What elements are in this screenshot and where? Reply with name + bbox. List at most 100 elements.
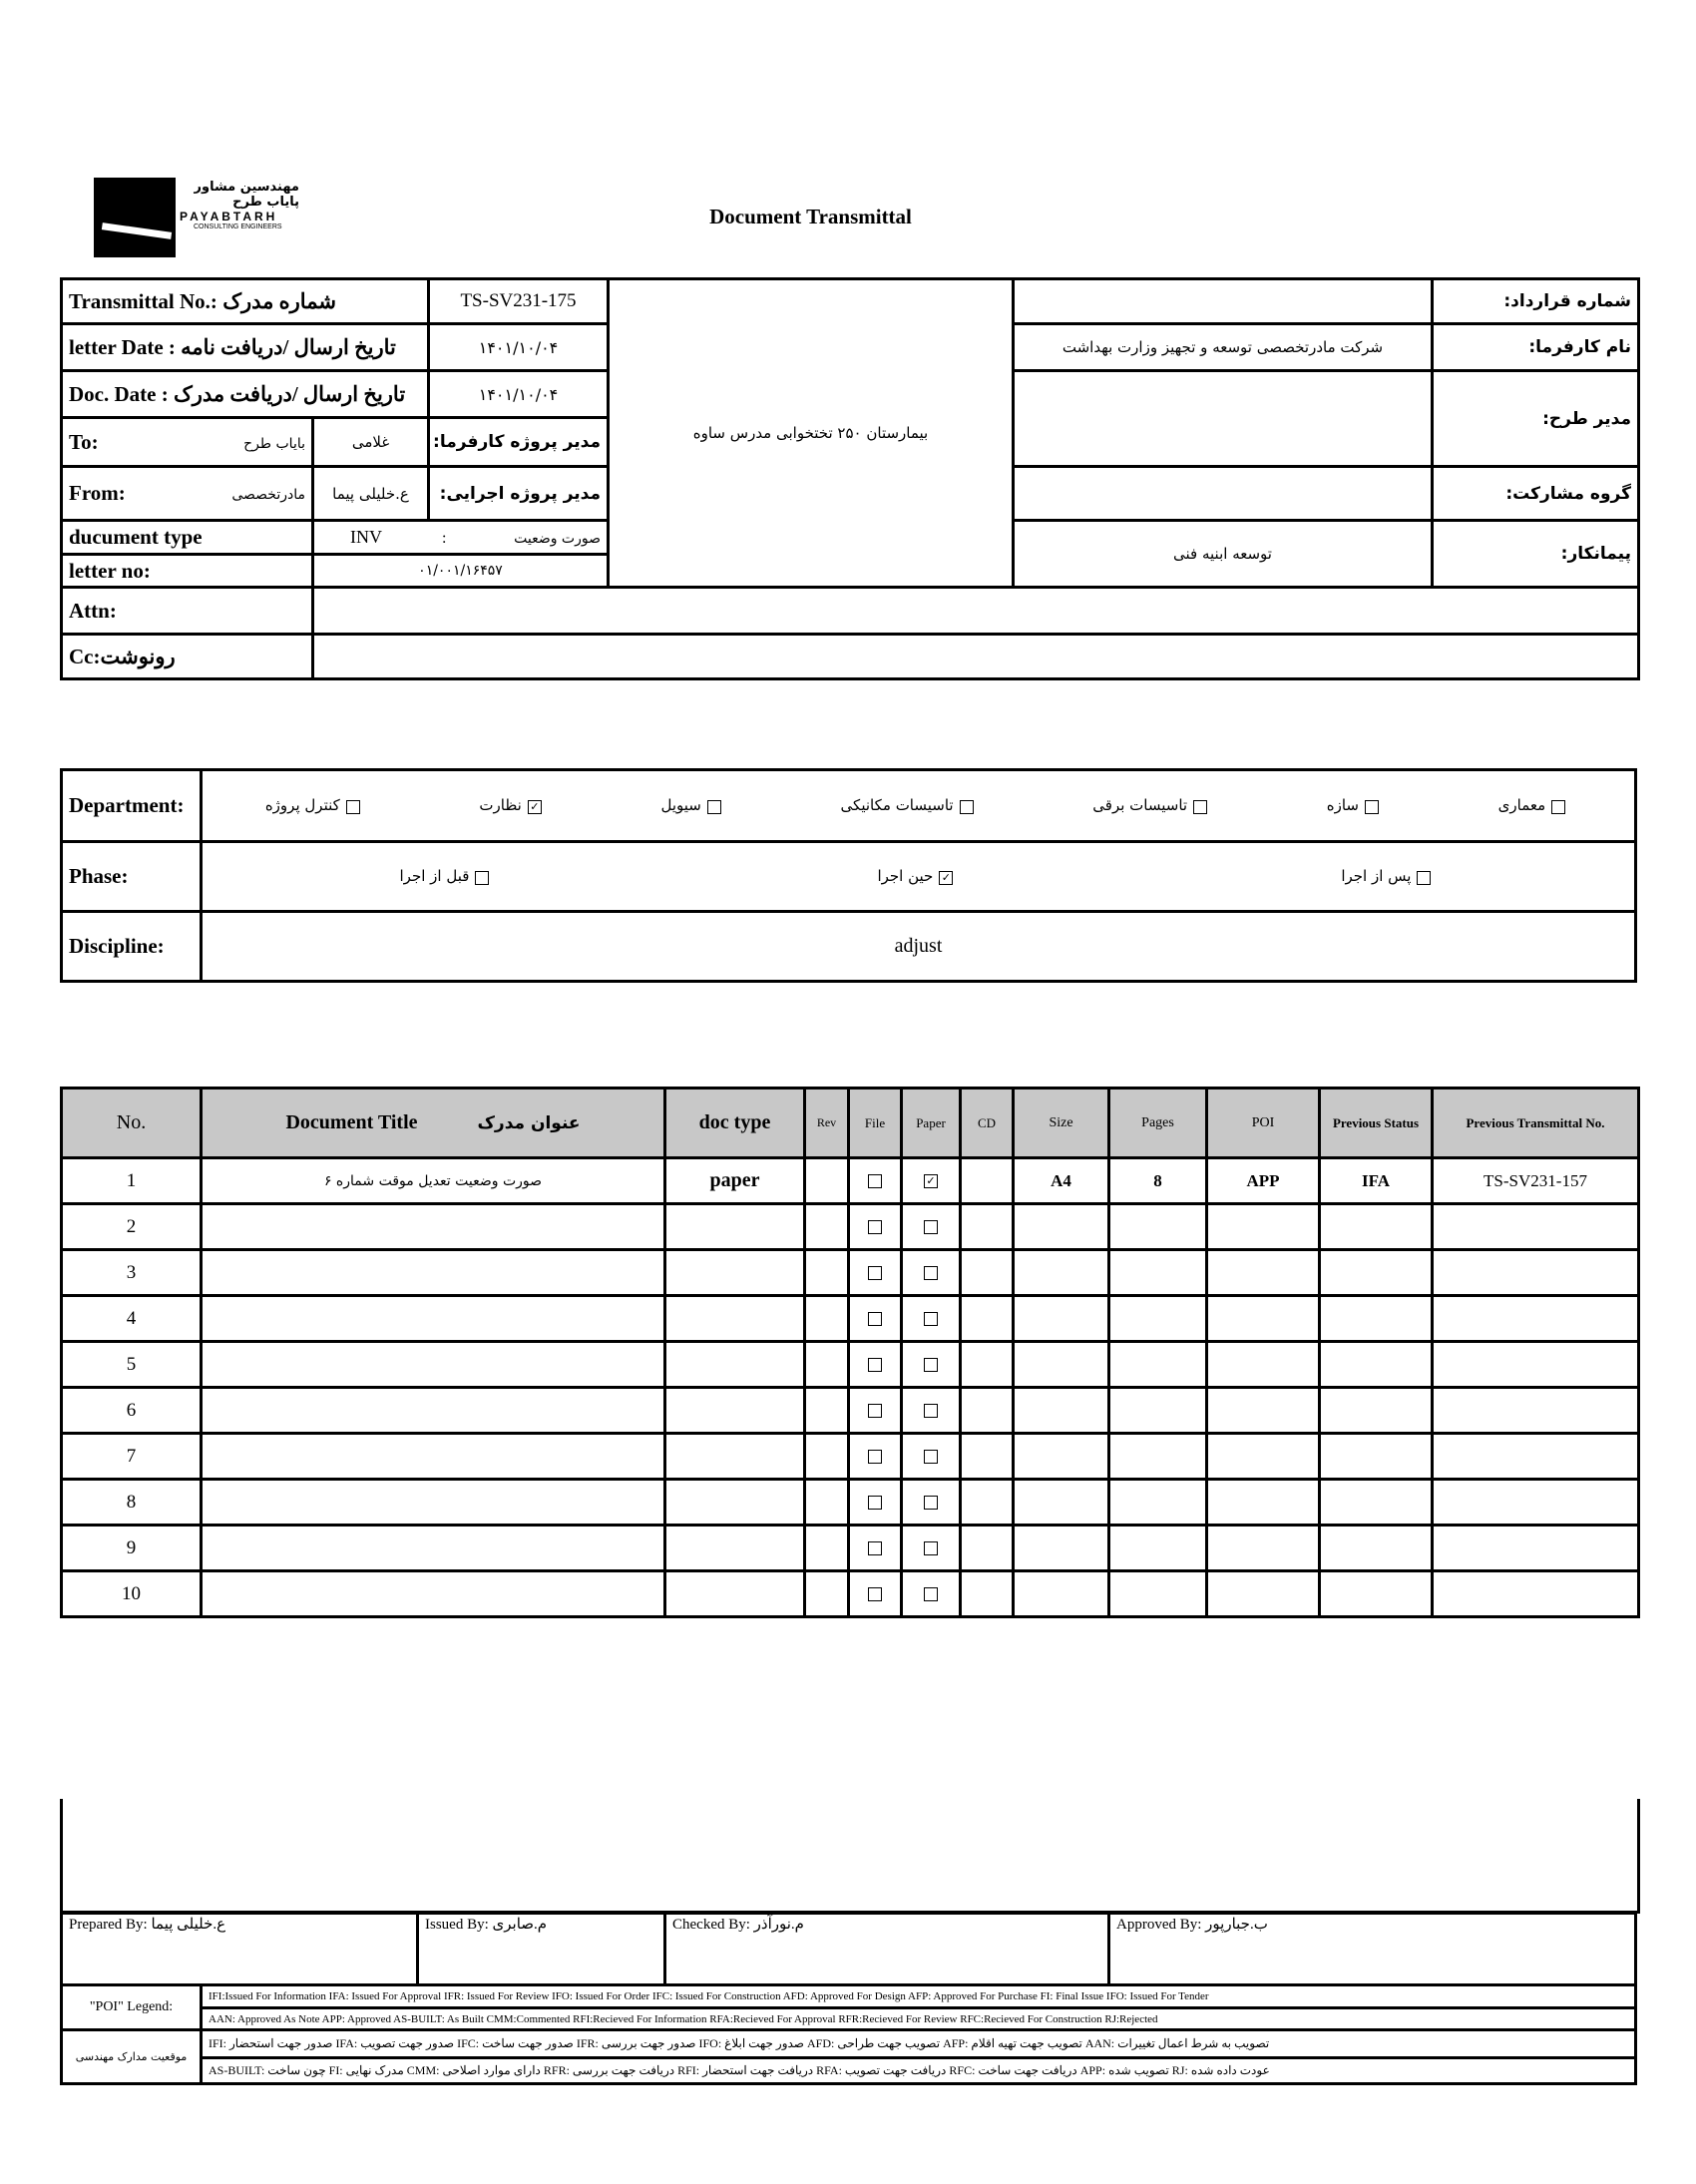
client-label: نام کارفرما:	[1431, 322, 1640, 372]
row-file[interactable]	[847, 1432, 903, 1481]
legend-table: "POI" Legend: IFI:Issued For Information…	[60, 1983, 1637, 2085]
checkbox-option[interactable]: سیویل	[661, 796, 727, 815]
row-paper[interactable]	[900, 1478, 962, 1527]
checkbox-icon[interactable]	[924, 1311, 938, 1326]
row-doctype	[663, 1202, 806, 1251]
row-paper[interactable]	[900, 1386, 962, 1435]
checkbox-icon[interactable]	[924, 1219, 938, 1234]
row-cd	[959, 1569, 1015, 1618]
status-legend-label: موقعیت مدارک مهندسی	[60, 2028, 203, 2085]
checked-checkbox-icon[interactable]: ✓	[527, 799, 542, 814]
checkbox-option[interactable]: پس از اجرا	[1341, 867, 1437, 886]
row-cd	[959, 1478, 1015, 1527]
row-cd	[959, 1386, 1015, 1435]
row-doctype	[663, 1340, 806, 1389]
checkbox-icon[interactable]	[475, 870, 490, 885]
row-paper[interactable]	[900, 1432, 962, 1481]
checkbox-icon[interactable]	[924, 1586, 938, 1601]
row-prev-status	[1318, 1524, 1434, 1572]
checkbox-icon[interactable]	[345, 799, 360, 814]
checkbox-icon[interactable]	[868, 1173, 882, 1188]
row-file[interactable]	[847, 1569, 903, 1618]
checkbox-option[interactable]: کنترل پروژه	[265, 796, 366, 815]
checkbox-icon[interactable]	[868, 1219, 882, 1234]
row-no: 10	[60, 1569, 203, 1618]
row-prev-status	[1318, 1432, 1434, 1481]
row-paper[interactable]	[900, 1202, 962, 1251]
option-label: کنترل پروژه	[264, 796, 340, 814]
checkbox-option[interactable]: تاسیسات مکانیکی	[841, 796, 980, 815]
status-legend-line2: AS-BUILT: چون ساخت FI: مدرک نهایی CMM: د…	[200, 2056, 1637, 2085]
checkbox-icon[interactable]	[1193, 799, 1208, 814]
checkbox-icon[interactable]	[868, 1357, 882, 1372]
option-label: سیویل	[660, 796, 701, 814]
option-label: قبل از اجرا	[399, 867, 470, 885]
attn-field[interactable]	[311, 586, 1640, 636]
option-label: پس از اجرا	[1341, 867, 1412, 885]
row-paper[interactable]	[900, 1569, 962, 1618]
checkbox-option[interactable]: سازه	[1327, 796, 1385, 815]
checkbox-icon[interactable]	[924, 1403, 938, 1418]
checkbox-icon[interactable]	[1417, 870, 1432, 885]
checkbox-icon[interactable]	[868, 1495, 882, 1510]
row-prev-no	[1431, 1524, 1640, 1572]
row-paper[interactable]	[900, 1248, 962, 1297]
checkbox-icon[interactable]	[1364, 799, 1379, 814]
checkbox-icon[interactable]	[868, 1265, 882, 1280]
row-file[interactable]	[847, 1248, 903, 1297]
row-paper[interactable]	[900, 1294, 962, 1343]
checkbox-icon[interactable]	[1551, 799, 1566, 814]
row-prev-no	[1431, 1478, 1640, 1527]
checkbox-icon[interactable]	[868, 1586, 882, 1601]
poi-legend-label: "POI" Legend:	[60, 1983, 203, 2031]
row-file[interactable]	[847, 1202, 903, 1251]
checkbox-icon[interactable]	[706, 799, 721, 814]
transmittal-no-value: TS-SV231-175	[427, 277, 610, 325]
row-poi: APP	[1205, 1156, 1321, 1205]
checkbox-icon[interactable]	[868, 1449, 882, 1464]
logo-en-text: PAYABTARH	[180, 210, 278, 223]
checked-checkbox-icon[interactable]: ✓	[924, 1173, 938, 1188]
checkbox-icon[interactable]	[924, 1449, 938, 1464]
checkbox-icon[interactable]	[959, 799, 974, 814]
checkbox-icon[interactable]	[868, 1540, 882, 1555]
row-rev	[803, 1386, 850, 1435]
checkbox-option[interactable]: قبل از اجرا	[400, 867, 496, 886]
checkbox-icon[interactable]	[868, 1403, 882, 1418]
row-paper[interactable]	[900, 1524, 962, 1572]
checked-by: Checked By: م.نورآذر	[663, 1912, 1110, 1986]
table-row: 7	[60, 1432, 1640, 1481]
row-title	[200, 1569, 666, 1618]
checkbox-icon[interactable]	[924, 1495, 938, 1510]
option-label: حین اجرا	[877, 867, 934, 885]
table-row: 9	[60, 1524, 1640, 1572]
row-file[interactable]	[847, 1340, 903, 1389]
checkbox-option[interactable]: حین اجرا ✓	[877, 867, 959, 886]
row-file[interactable]	[847, 1524, 903, 1572]
cc-field[interactable]	[311, 633, 1640, 680]
poi-legend-line1: IFI:Issued For Information IFA: Issued F…	[200, 1983, 1637, 2009]
row-file[interactable]	[847, 1294, 903, 1343]
row-file[interactable]	[847, 1478, 903, 1527]
checkbox-icon[interactable]	[924, 1265, 938, 1280]
checkbox-icon[interactable]	[924, 1540, 938, 1555]
checked-checkbox-icon[interactable]: ✓	[939, 870, 954, 885]
row-file[interactable]	[847, 1156, 903, 1205]
row-paper[interactable]: ✓	[900, 1156, 962, 1205]
checkbox-option[interactable]: تاسیسات برقی	[1092, 796, 1213, 815]
discipline-value: adjust	[200, 910, 1637, 983]
row-doctype	[663, 1569, 806, 1618]
transmittal-no-label: Transmittal No.: شماره مدرک	[60, 277, 430, 325]
row-cd	[959, 1432, 1015, 1481]
checkbox-option[interactable]: معماری	[1498, 796, 1572, 815]
checkbox-icon[interactable]	[868, 1311, 882, 1326]
checkbox-icon[interactable]	[924, 1357, 938, 1372]
row-file[interactable]	[847, 1386, 903, 1435]
documents-empty-area	[60, 1799, 1640, 1914]
prepared-by: Prepared By: ع.خلیلی پیما	[60, 1912, 419, 1986]
row-paper[interactable]	[900, 1340, 962, 1389]
status-legend-line1: IFI: صدور جهت استحضار IFA: صدور جهت تصوی…	[200, 2028, 1637, 2059]
checkbox-option[interactable]: نظارت ✓	[479, 796, 547, 815]
col-file: File	[847, 1087, 903, 1159]
row-prev-no	[1431, 1569, 1640, 1618]
